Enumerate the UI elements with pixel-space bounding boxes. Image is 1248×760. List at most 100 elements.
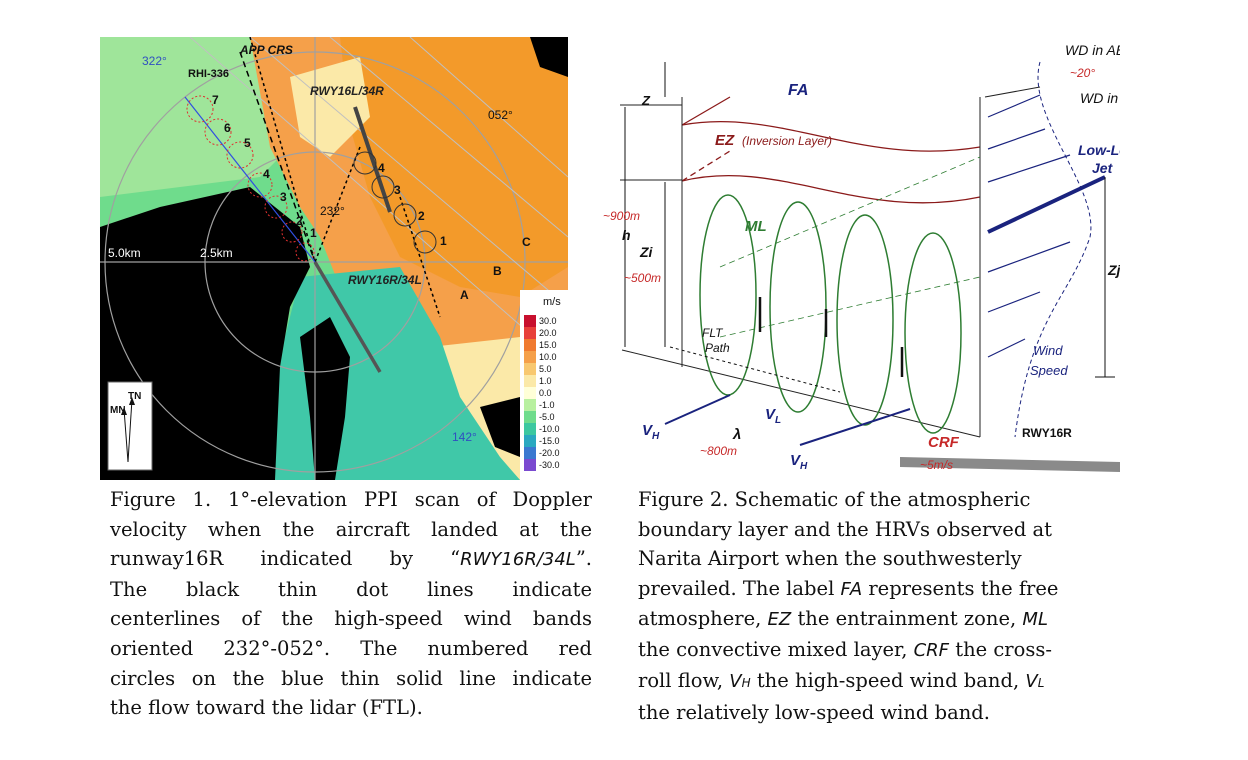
ftl-num-3: 3 [280, 190, 287, 204]
h500-label: ~500m [624, 271, 661, 285]
colorbar-swatch [524, 351, 536, 363]
colorbar-tick-label: -1.0 [539, 400, 555, 410]
figure2-abl-schematic: WD in ABL WD in FA ~20° Z FA EZ (Inversi… [603, 42, 1120, 472]
range-25km-label: 2.5km [200, 246, 233, 260]
caption1-line-6: oriented 232°-052°. The numbered red [110, 636, 592, 660]
rwy16r-label: RWY16R [1022, 426, 1072, 440]
app-crs-label: APP CRS [239, 43, 293, 57]
colorbar-swatch [524, 423, 536, 435]
ez-sub-label: (Inversion Layer) [742, 134, 832, 148]
band-circles [353, 151, 437, 254]
low-level-label: Low-Level [1078, 142, 1120, 158]
vertical-flow-arrows [758, 297, 904, 377]
deg20-label: ~20° [1070, 66, 1095, 80]
fa-label: FA [788, 82, 808, 99]
no-data-strip [300, 317, 350, 480]
caption2-line-5: atmosphere, EZ the entrainment zone, ML [638, 607, 1048, 631]
caption1-line-5: centerlines of the high-speed wind bands [110, 607, 592, 631]
colorbar-swatch [524, 399, 536, 411]
colorbar-tick-label: -20.0 [539, 448, 560, 458]
wd-fa-label: WD in FA [1080, 90, 1120, 106]
range-rings [100, 37, 568, 480]
runway-16r [313, 261, 382, 373]
no-data-ne [530, 37, 568, 77]
ez-boundaries [681, 96, 981, 204]
tn-label: TN [128, 391, 141, 402]
deg142-label: 142° [452, 430, 477, 444]
ftl-blue-line [184, 96, 316, 263]
ftl-num-1: 1 [310, 226, 317, 240]
caption1-line-3: runway16R indicated by “RWY16R/34L”. [110, 547, 592, 571]
app-crs-line [239, 51, 316, 263]
wd-abl-label: WD in ABL [1065, 42, 1120, 58]
wind-label: Wind [1033, 343, 1063, 358]
colorbar-swatch [524, 363, 536, 375]
crf-label: CRF [928, 434, 960, 451]
caption2-line-6: the convective mixed layer, CRF the cros… [638, 637, 1052, 661]
caption2-line-3: Narita Airport when the southwesterly [638, 547, 1022, 571]
colorbar-tick-label: 30.0 [539, 316, 557, 326]
rwy-bottom-label: RWY16R/34L [348, 273, 422, 287]
ftl-num-7: 7 [212, 93, 219, 107]
caption1-rwy-italic: RWY16R/34L [460, 549, 576, 571]
region-b-label: B [493, 264, 502, 278]
colorbar-swatch [524, 435, 536, 447]
band-centerlines [249, 37, 441, 318]
z-label: Z [641, 93, 651, 108]
colorbar-swatch [524, 447, 536, 459]
caption1-line-1: Figure 1. 1°-elevation PPI scan of Doppl… [110, 488, 592, 511]
band-num-3: 3 [394, 183, 401, 197]
colorbar-tick-label: -15.0 [539, 436, 560, 446]
zj-label: Zj [1107, 262, 1120, 278]
colorbar-tick-label: -10.0 [539, 424, 560, 434]
zi-label: Zi [639, 244, 654, 260]
colorbar-tick-label: 0.0 [539, 388, 552, 398]
receding-core [340, 37, 568, 297]
wind-speed-profile [1014, 61, 1092, 438]
vh-label-2: VH [790, 452, 808, 472]
caption2-line-4: prevailed. The label FA represents the f… [638, 576, 1059, 600]
runway-16l [353, 106, 392, 213]
band-num-2: 2 [418, 209, 425, 223]
yellow-patch [290, 57, 370, 157]
caption2-line-7: roll flow, VH the high-speed wind band, … [638, 668, 1045, 692]
vh-label-1: VH [642, 422, 660, 442]
colorbar-tick-label: -30.0 [539, 460, 560, 470]
ftl-num-6: 6 [224, 121, 231, 135]
colorbar: m/s 30.0 20.0 15.0 10.0 5.0 1.0 0.0 -1.0 -5.0 -10… [520, 290, 568, 480]
h900-label: ~900m [603, 209, 640, 223]
ftl-circles [186, 95, 315, 262]
vh-arrows [664, 394, 911, 446]
ftl-num-2: 2 [296, 214, 303, 228]
grid-lines [189, 37, 568, 368]
figure1-ppi-scan: 1 2 3 4 5 6 7 1 2 3 4 APP CRS RHI-336 32… [100, 37, 568, 480]
colorbar-tick-label: 5.0 [539, 364, 552, 374]
caption1-line-7: circles on the blue thin solid line indi… [110, 666, 592, 690]
deg052-label: 052° [488, 108, 513, 122]
h-label: h [622, 227, 631, 243]
crf-speed-label: ~5m/s [920, 458, 953, 472]
deg232-label: 232° [320, 204, 345, 218]
colorbar-swatch [524, 315, 536, 327]
flt-label: FLT [702, 326, 724, 340]
figure2-caption: Figure 2. Schematic of the atmospheric b… [638, 485, 1112, 728]
ftl-num-4: 4 [263, 167, 270, 181]
band-num-1: 1 [440, 234, 447, 248]
caption2-line-2: boundary layer and the HRVs observed at [638, 517, 1052, 541]
rwy16r-runway [900, 457, 1120, 472]
zj-marker [1095, 177, 1115, 378]
caption1-line-2: velocity when the aircraft landed at the [110, 517, 592, 541]
colorbar-unit: m/s [543, 296, 561, 308]
l800-label: ~800m [700, 444, 737, 458]
jet-label: Jet [1092, 160, 1114, 176]
colorbar-tick-label: 15.0 [539, 340, 557, 350]
ground-line [621, 349, 981, 438]
colorbar-swatch [524, 387, 536, 399]
caption2-line-1: Figure 2. Schematic of the atmospheric [638, 488, 1031, 511]
colorbar-swatch [524, 375, 536, 387]
colorbar-tick-label: 20.0 [539, 328, 557, 338]
colorbar-swatch [524, 459, 536, 471]
flt-path-line [669, 346, 841, 393]
colorbar-tick-label: 1.0 [539, 376, 552, 386]
colorbar-swatch [524, 327, 536, 339]
